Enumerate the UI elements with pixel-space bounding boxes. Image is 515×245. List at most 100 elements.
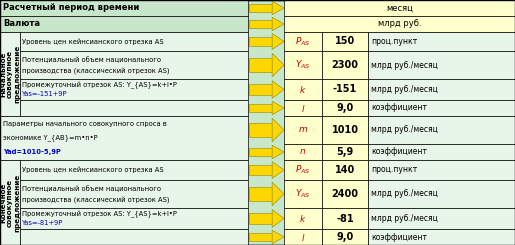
Bar — [0, 16, 248, 32]
Bar — [284, 0, 515, 16]
Text: Yas=-81+9P: Yas=-81+9P — [22, 220, 63, 226]
Bar — [322, 116, 368, 144]
Bar — [368, 116, 515, 144]
Text: проц.пункт: проц.пункт — [371, 37, 417, 46]
Bar — [249, 187, 272, 201]
Bar — [368, 180, 515, 208]
Bar — [284, 116, 322, 144]
Bar — [284, 144, 322, 160]
Text: 150: 150 — [335, 37, 355, 47]
Polygon shape — [272, 81, 284, 98]
Text: Промежуточный отрезок AS: Y_{AS}=k+l•P: Промежуточный отрезок AS: Y_{AS}=k+l•P — [22, 82, 177, 89]
Text: Yas=-151+9P: Yas=-151+9P — [22, 91, 67, 97]
Text: $n$: $n$ — [299, 147, 306, 157]
Bar — [249, 123, 272, 137]
Text: Yad=1010-5,9P: Yad=1010-5,9P — [3, 149, 61, 155]
Polygon shape — [272, 145, 284, 159]
Bar — [249, 148, 272, 156]
Bar — [249, 58, 272, 72]
Text: производства (классический отрезок AS): производства (классический отрезок AS) — [22, 68, 169, 75]
Bar — [0, 0, 248, 16]
Bar — [249, 4, 272, 12]
Text: млрд руб./месяц: млрд руб./месяц — [371, 189, 438, 198]
Text: производства (классический отрезок AS): производства (классический отрезок AS) — [22, 197, 169, 204]
Text: $m$: $m$ — [298, 125, 308, 135]
Bar — [284, 180, 322, 208]
Text: $Y_{AS}$: $Y_{AS}$ — [295, 188, 311, 200]
Text: $P_{AS}$: $P_{AS}$ — [295, 35, 311, 48]
Text: Промежуточный отрезок AS: Y_{AS}=k+l•P: Промежуточный отрезок AS: Y_{AS}=k+l•P — [22, 211, 177, 218]
Polygon shape — [272, 34, 284, 49]
Text: 2400: 2400 — [332, 189, 358, 199]
Bar — [249, 37, 272, 47]
Bar — [368, 160, 515, 180]
Polygon shape — [272, 1, 284, 15]
Bar — [20, 32, 248, 51]
Text: 9,0: 9,0 — [336, 232, 354, 242]
Bar — [284, 32, 322, 51]
Bar — [322, 160, 368, 180]
Bar — [284, 100, 322, 116]
Bar — [368, 229, 515, 245]
Polygon shape — [272, 182, 284, 206]
Bar — [322, 180, 368, 208]
Bar — [368, 79, 515, 100]
Text: $Y_{AS}$: $Y_{AS}$ — [295, 59, 311, 71]
Polygon shape — [272, 230, 284, 244]
Text: Потенциальный объем национального: Потенциальный объем национального — [22, 56, 161, 63]
Text: $P_{AS}$: $P_{AS}$ — [295, 164, 311, 176]
Polygon shape — [272, 17, 284, 31]
Polygon shape — [272, 53, 284, 77]
Bar — [322, 51, 368, 79]
Bar — [249, 20, 272, 28]
Bar — [20, 79, 248, 100]
Text: экономике Y_{AB}=m•n•P: экономике Y_{AB}=m•n•P — [3, 135, 98, 141]
Bar — [284, 208, 322, 229]
Bar — [249, 84, 272, 95]
Bar — [249, 233, 272, 241]
Bar — [322, 144, 368, 160]
Text: -81: -81 — [336, 213, 354, 223]
Bar — [0, 32, 20, 116]
Text: -151: -151 — [333, 85, 357, 95]
Bar — [0, 116, 248, 160]
Text: месяц: месяц — [386, 3, 413, 12]
Text: млрд руб./месяц: млрд руб./месяц — [371, 214, 438, 223]
Bar — [368, 51, 515, 79]
Bar — [20, 100, 248, 116]
Bar — [249, 104, 272, 112]
Bar — [20, 180, 248, 208]
Text: млрд руб.: млрд руб. — [377, 20, 421, 28]
Bar — [0, 160, 20, 245]
Polygon shape — [272, 118, 284, 142]
Text: Потенциальный объем национального: Потенциальный объем национального — [22, 185, 161, 192]
Text: Валюта: Валюта — [3, 20, 40, 28]
Polygon shape — [272, 101, 284, 115]
Text: 2300: 2300 — [332, 60, 358, 70]
Bar — [284, 51, 322, 79]
Bar — [322, 100, 368, 116]
Text: Расчетный период времени: Расчетный период времени — [3, 3, 140, 12]
Text: Конечное
совокупное
предложение: Конечное совокупное предложение — [0, 173, 20, 232]
Bar — [284, 229, 322, 245]
Bar — [322, 32, 368, 51]
Text: млрд руб./месяц: млрд руб./месяц — [371, 125, 438, 135]
Text: коэффициент: коэффициент — [371, 233, 427, 242]
Bar — [20, 229, 248, 245]
Text: Уровень цен кейнсианского отрезка AS: Уровень цен кейнсианского отрезка AS — [22, 167, 164, 173]
Text: 5,9: 5,9 — [336, 147, 354, 157]
Text: 140: 140 — [335, 165, 355, 175]
Text: $l$: $l$ — [301, 232, 305, 243]
Polygon shape — [272, 162, 284, 178]
Text: $l$: $l$ — [301, 102, 305, 113]
Polygon shape — [272, 210, 284, 227]
Text: Начальное
совокупное
предложение: Начальное совокупное предложение — [0, 45, 20, 103]
Text: Параметры начального совокупного спроса в: Параметры начального совокупного спроса … — [3, 121, 167, 127]
Bar — [284, 79, 322, 100]
Bar — [368, 144, 515, 160]
Text: Уровень цен кейнсианского отрезка AS: Уровень цен кейнсианского отрезка AS — [22, 38, 164, 45]
Bar — [368, 32, 515, 51]
Bar — [322, 229, 368, 245]
Bar — [249, 213, 272, 224]
Text: 9,0: 9,0 — [336, 103, 354, 113]
